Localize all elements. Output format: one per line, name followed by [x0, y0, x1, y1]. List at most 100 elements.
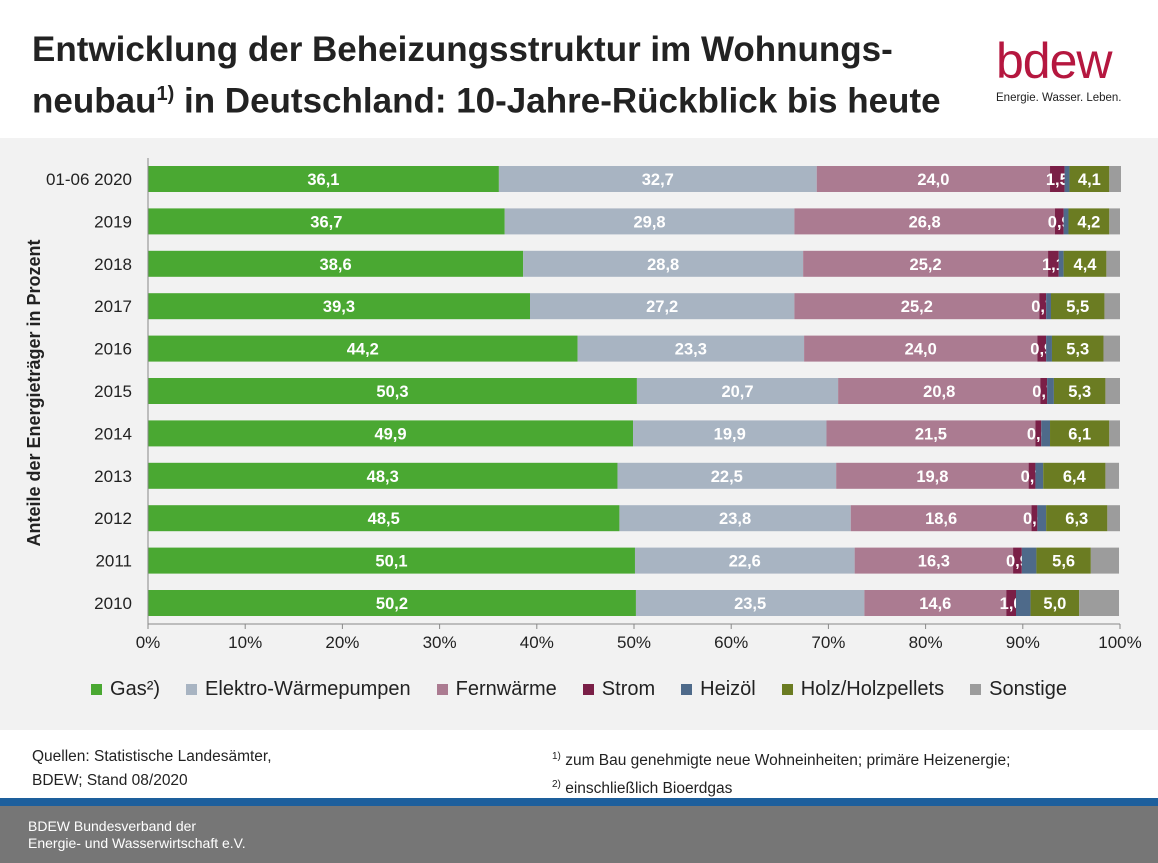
bar-segment	[1043, 462, 1106, 489]
legend-item: Heizöl	[681, 678, 756, 701]
footer-accent-bar	[0, 798, 1158, 806]
bar-segment	[1109, 208, 1120, 235]
category-label: 2016	[94, 340, 132, 359]
bar-segment	[1036, 547, 1091, 574]
data-label: 23,5	[734, 595, 766, 613]
bar-segment	[577, 335, 805, 362]
sources-line-1: Quellen: Statistische Landesämter,	[32, 748, 272, 765]
logo-wordmark: bdew	[996, 33, 1113, 89]
bar-segment	[148, 293, 530, 320]
legend-label: Elektro-Wärmepumpen	[205, 677, 411, 700]
footer-text: BDEW Bundesverband der Energie- und Wass…	[28, 818, 246, 852]
data-label: 48,5	[368, 510, 400, 528]
bar-segment	[1054, 208, 1064, 235]
category-label: 2011	[95, 552, 132, 571]
bar-segment	[1079, 590, 1120, 616]
x-tick-label: 90%	[1006, 633, 1040, 652]
bar-segment	[1068, 208, 1110, 235]
bar-segment	[1039, 293, 1047, 320]
legend-item: Strom	[582, 678, 655, 701]
data-label: 5,3	[1068, 383, 1091, 401]
bar-segment	[619, 505, 851, 532]
footnote-1-text: zum Bau genehmigte neue Wohneinheiten; p…	[560, 752, 1011, 770]
legend-label: Gas²)	[110, 677, 161, 700]
legend-label: Holz/Holzpellets	[800, 677, 945, 700]
title-line-2-post: in Deutschland: 10-Jahre-Rückblick bis h…	[174, 81, 941, 121]
bar-segment	[1105, 378, 1120, 404]
data-label: 38,6	[320, 256, 352, 274]
x-tick-label: 10%	[228, 633, 262, 652]
bar-segment	[523, 250, 804, 277]
footer-line-2: Energie- und Wasserwirtschaft e.V.	[28, 835, 246, 851]
bar-segment	[1035, 462, 1044, 489]
data-label: 36,7	[310, 213, 342, 231]
bar-segment	[1046, 335, 1052, 362]
bar-segment	[1021, 547, 1037, 574]
logo-tagline: Energie. Wasser. Leben.	[996, 92, 1122, 104]
category-label: 2010	[94, 594, 132, 613]
legend-item: Holz/Holzpellets	[781, 677, 945, 701]
bar-segment	[1109, 166, 1121, 192]
category-label: 2015	[94, 382, 132, 401]
bar-segment	[1037, 335, 1047, 362]
bar-segment	[850, 505, 1032, 532]
bar-segment	[498, 166, 817, 192]
footnote-2-text: einschließlich Bioerdgas	[560, 780, 733, 798]
x-tick-label: 0%	[136, 633, 161, 652]
legend-swatch	[186, 683, 198, 695]
category-label: 2013	[94, 467, 132, 486]
bar-segment	[148, 335, 578, 362]
legend-swatch	[781, 683, 793, 695]
data-label: 5,6	[1052, 553, 1075, 571]
bar-segment	[1013, 547, 1022, 574]
legend-swatch	[681, 683, 693, 695]
bar-segment	[1058, 250, 1064, 277]
x-tick-label: 20%	[325, 633, 359, 652]
data-label: 28,8	[647, 256, 679, 274]
bar-segment	[148, 250, 524, 277]
bar-segment	[864, 590, 1007, 616]
data-label: 26,8	[909, 213, 941, 231]
data-label: 39,3	[323, 298, 355, 316]
bar-segment	[148, 420, 634, 447]
bar-segment	[794, 293, 1040, 320]
data-label: 20,8	[923, 383, 955, 401]
data-label: 25,2	[910, 256, 942, 274]
x-tick-label: 40%	[520, 633, 554, 652]
bar-segment	[1037, 505, 1047, 532]
legend-item: Elektro-Wärmepumpen	[186, 678, 411, 701]
bar-segment	[1046, 505, 1108, 532]
bar-segment	[1063, 208, 1069, 235]
data-label: 23,3	[675, 341, 707, 359]
legend-label: Sonstige	[989, 677, 1067, 700]
legend-swatch	[582, 683, 594, 695]
bar-segment	[633, 420, 827, 447]
data-label: 14,6	[919, 595, 951, 613]
footnote-1-marker: 1)	[552, 751, 561, 762]
bar-segment	[1107, 505, 1120, 532]
x-tick-label: 100%	[1098, 633, 1141, 652]
bar-segment	[636, 378, 839, 404]
data-label: 19,8	[916, 468, 948, 486]
bar-segment	[1069, 166, 1110, 192]
data-label: 50,2	[376, 595, 408, 613]
category-label: 2017	[94, 297, 132, 316]
bar-segment	[1006, 590, 1016, 616]
data-label: 50,1	[375, 553, 407, 571]
legend-label: Fernwärme	[455, 677, 557, 700]
footnote-2-marker: 2)	[552, 779, 561, 791]
data-label: 4,4	[1074, 256, 1098, 274]
bar-segment	[1103, 335, 1120, 362]
title-line-1: Entwicklung der Beheizungsstruktur im Wo…	[32, 30, 893, 69]
data-label: 27,2	[646, 298, 678, 316]
bar-segment	[854, 547, 1014, 574]
bar-segment	[617, 462, 837, 489]
title-footnote-marker: 1)	[156, 83, 175, 105]
bar-segment	[1047, 378, 1054, 404]
data-label: 6,1	[1068, 425, 1091, 443]
data-label: 29,8	[633, 213, 665, 231]
footnote-1: 1) zum Bau genehmigte neue Wohneinheiten…	[552, 745, 1010, 773]
bar-segment	[148, 590, 636, 616]
x-tick-label: 30%	[423, 633, 457, 652]
data-label: 24,0	[917, 171, 949, 189]
